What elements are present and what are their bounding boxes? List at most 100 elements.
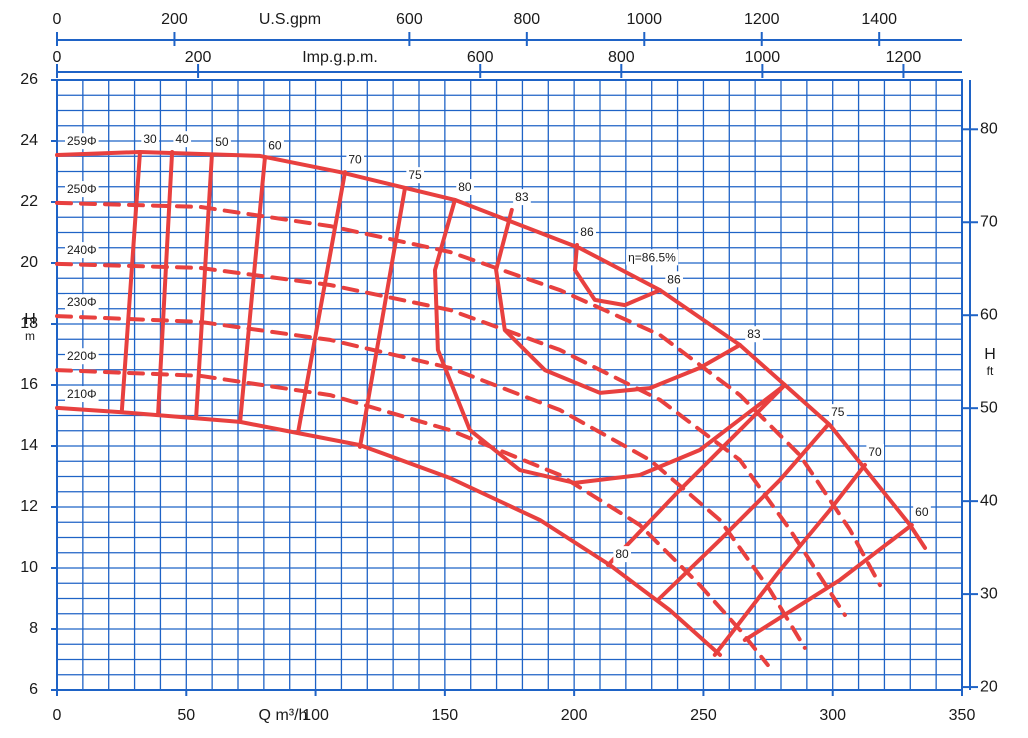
- curve-label-bg: [65, 386, 99, 403]
- top-tick-label: 1400: [861, 11, 897, 28]
- efficiency-line: [494, 207, 742, 395]
- curve-label-bg: [745, 326, 763, 343]
- curve-label-bg: [578, 224, 596, 241]
- curve-label: 230Φ: [67, 295, 97, 309]
- curve-label-bg: [829, 404, 847, 421]
- curve-label: 250Φ: [67, 182, 97, 196]
- y-tick-label: 6: [29, 681, 38, 698]
- y2-tick-label: 60: [980, 306, 998, 323]
- top-tick-label: 1200: [744, 11, 780, 28]
- efficiency-line: [156, 150, 175, 416]
- curve-label-bg: [65, 242, 99, 259]
- efficiency-line: [712, 462, 867, 657]
- curve-label-bg: [665, 271, 683, 288]
- x-tick-label: 150: [432, 707, 459, 724]
- top-axis-title: Imp.g.p.m.: [302, 49, 378, 66]
- curve-label: 86: [667, 272, 681, 286]
- x-tick-label: 250: [690, 707, 717, 724]
- y2-tick-label: 80: [980, 121, 998, 138]
- curve-label: 70: [868, 445, 882, 459]
- top-axis-title: U.S.gpm: [259, 11, 321, 28]
- top-tick-label: 800: [608, 49, 635, 66]
- curve-label-bg: [613, 546, 632, 563]
- y-tick-label: 22: [20, 193, 38, 210]
- curve-label-bg: [65, 133, 99, 150]
- top-tick-label: 800: [513, 11, 540, 28]
- top-tick-label: 600: [467, 49, 494, 66]
- x-tick-label: 100: [302, 707, 329, 724]
- curve-label-bg: [266, 137, 284, 154]
- curve-label: 80: [615, 547, 629, 561]
- x-tick-label: 50: [177, 707, 195, 724]
- efficiency-line: [358, 186, 407, 449]
- y-tick-label: 16: [20, 376, 38, 393]
- top-tick-label: 0: [53, 49, 62, 66]
- y-tick-label: 20: [20, 254, 38, 271]
- efficiency-line: [119, 150, 142, 412]
- top-tick-label: 1200: [886, 49, 922, 66]
- curve-label-bg: [513, 189, 531, 206]
- y-tick-label: 26: [20, 71, 38, 88]
- top-tick-label: 1000: [745, 49, 781, 66]
- y-tick-label: 18: [20, 315, 38, 332]
- top-tick-label: 1000: [626, 11, 662, 28]
- head-curve: [55, 200, 882, 588]
- y-tick-label: 10: [20, 559, 38, 576]
- curve-label-bg: [65, 294, 99, 311]
- curve-label: 259Φ: [67, 134, 97, 148]
- y-tick-label: 24: [20, 132, 38, 149]
- curve-label-bg: [626, 249, 679, 266]
- y-tick-label: 8: [29, 620, 38, 637]
- curve-label: 86: [580, 225, 594, 239]
- curve-label: 30: [143, 132, 157, 146]
- curve-label-bg: [65, 348, 99, 365]
- efficiency-line: [655, 423, 830, 602]
- curve-label-bg: [173, 131, 192, 148]
- curve-label: 60: [915, 505, 929, 519]
- curve-label: 75: [831, 405, 845, 419]
- top-tick-label: 0: [53, 11, 62, 28]
- efficiency-line: [296, 170, 347, 435]
- curve-label: 220Φ: [67, 349, 97, 363]
- curve-label-bg: [213, 134, 231, 151]
- y2-tick-label: 40: [980, 492, 998, 509]
- x-tick-label: 350: [949, 707, 976, 724]
- curve-label: 80: [458, 180, 472, 194]
- head-curve: [55, 261, 847, 617]
- curve-label: 83: [515, 190, 529, 204]
- top-tick-label: 600: [396, 11, 423, 28]
- curve-label: η=86.5%: [628, 250, 676, 264]
- curve-label-bg: [346, 151, 365, 168]
- curve-label-bg: [406, 167, 425, 184]
- curve-label-bg: [65, 181, 99, 198]
- y-tick-label: 12: [20, 498, 38, 515]
- curve-label: 83: [747, 327, 761, 341]
- head-curve: [55, 368, 770, 667]
- curve-label: 50: [215, 135, 229, 149]
- curve-label: 60: [268, 138, 282, 152]
- y2-axis-title: H: [984, 346, 996, 363]
- y2-tick-label: 70: [980, 213, 998, 230]
- efficiency-line: [433, 197, 787, 567]
- curve-label: 70: [348, 152, 362, 166]
- head-curve: [55, 150, 927, 550]
- x-tick-label: 300: [819, 707, 846, 724]
- curve-label-bg: [456, 179, 474, 196]
- y-axis-title: H: [24, 311, 36, 328]
- y2-axis-unit: ft: [987, 364, 994, 378]
- x-axis-title: Q m³/h: [259, 707, 308, 724]
- efficiency-line: [238, 156, 267, 424]
- y2-tick-label: 30: [980, 585, 998, 602]
- curve-label: 75: [408, 168, 422, 182]
- curve-label: 240Φ: [67, 243, 97, 257]
- curve-label: 210Φ: [67, 387, 97, 401]
- curve-label-bg: [913, 504, 931, 521]
- efficiency-line: [194, 153, 214, 420]
- head-curve: [55, 405, 722, 657]
- curve-label: 40: [175, 132, 189, 146]
- head-curve: [55, 314, 807, 650]
- y2-tick-label: 50: [980, 399, 998, 416]
- curve-label-bg: [141, 131, 159, 148]
- y-axis-unit: m: [25, 329, 35, 343]
